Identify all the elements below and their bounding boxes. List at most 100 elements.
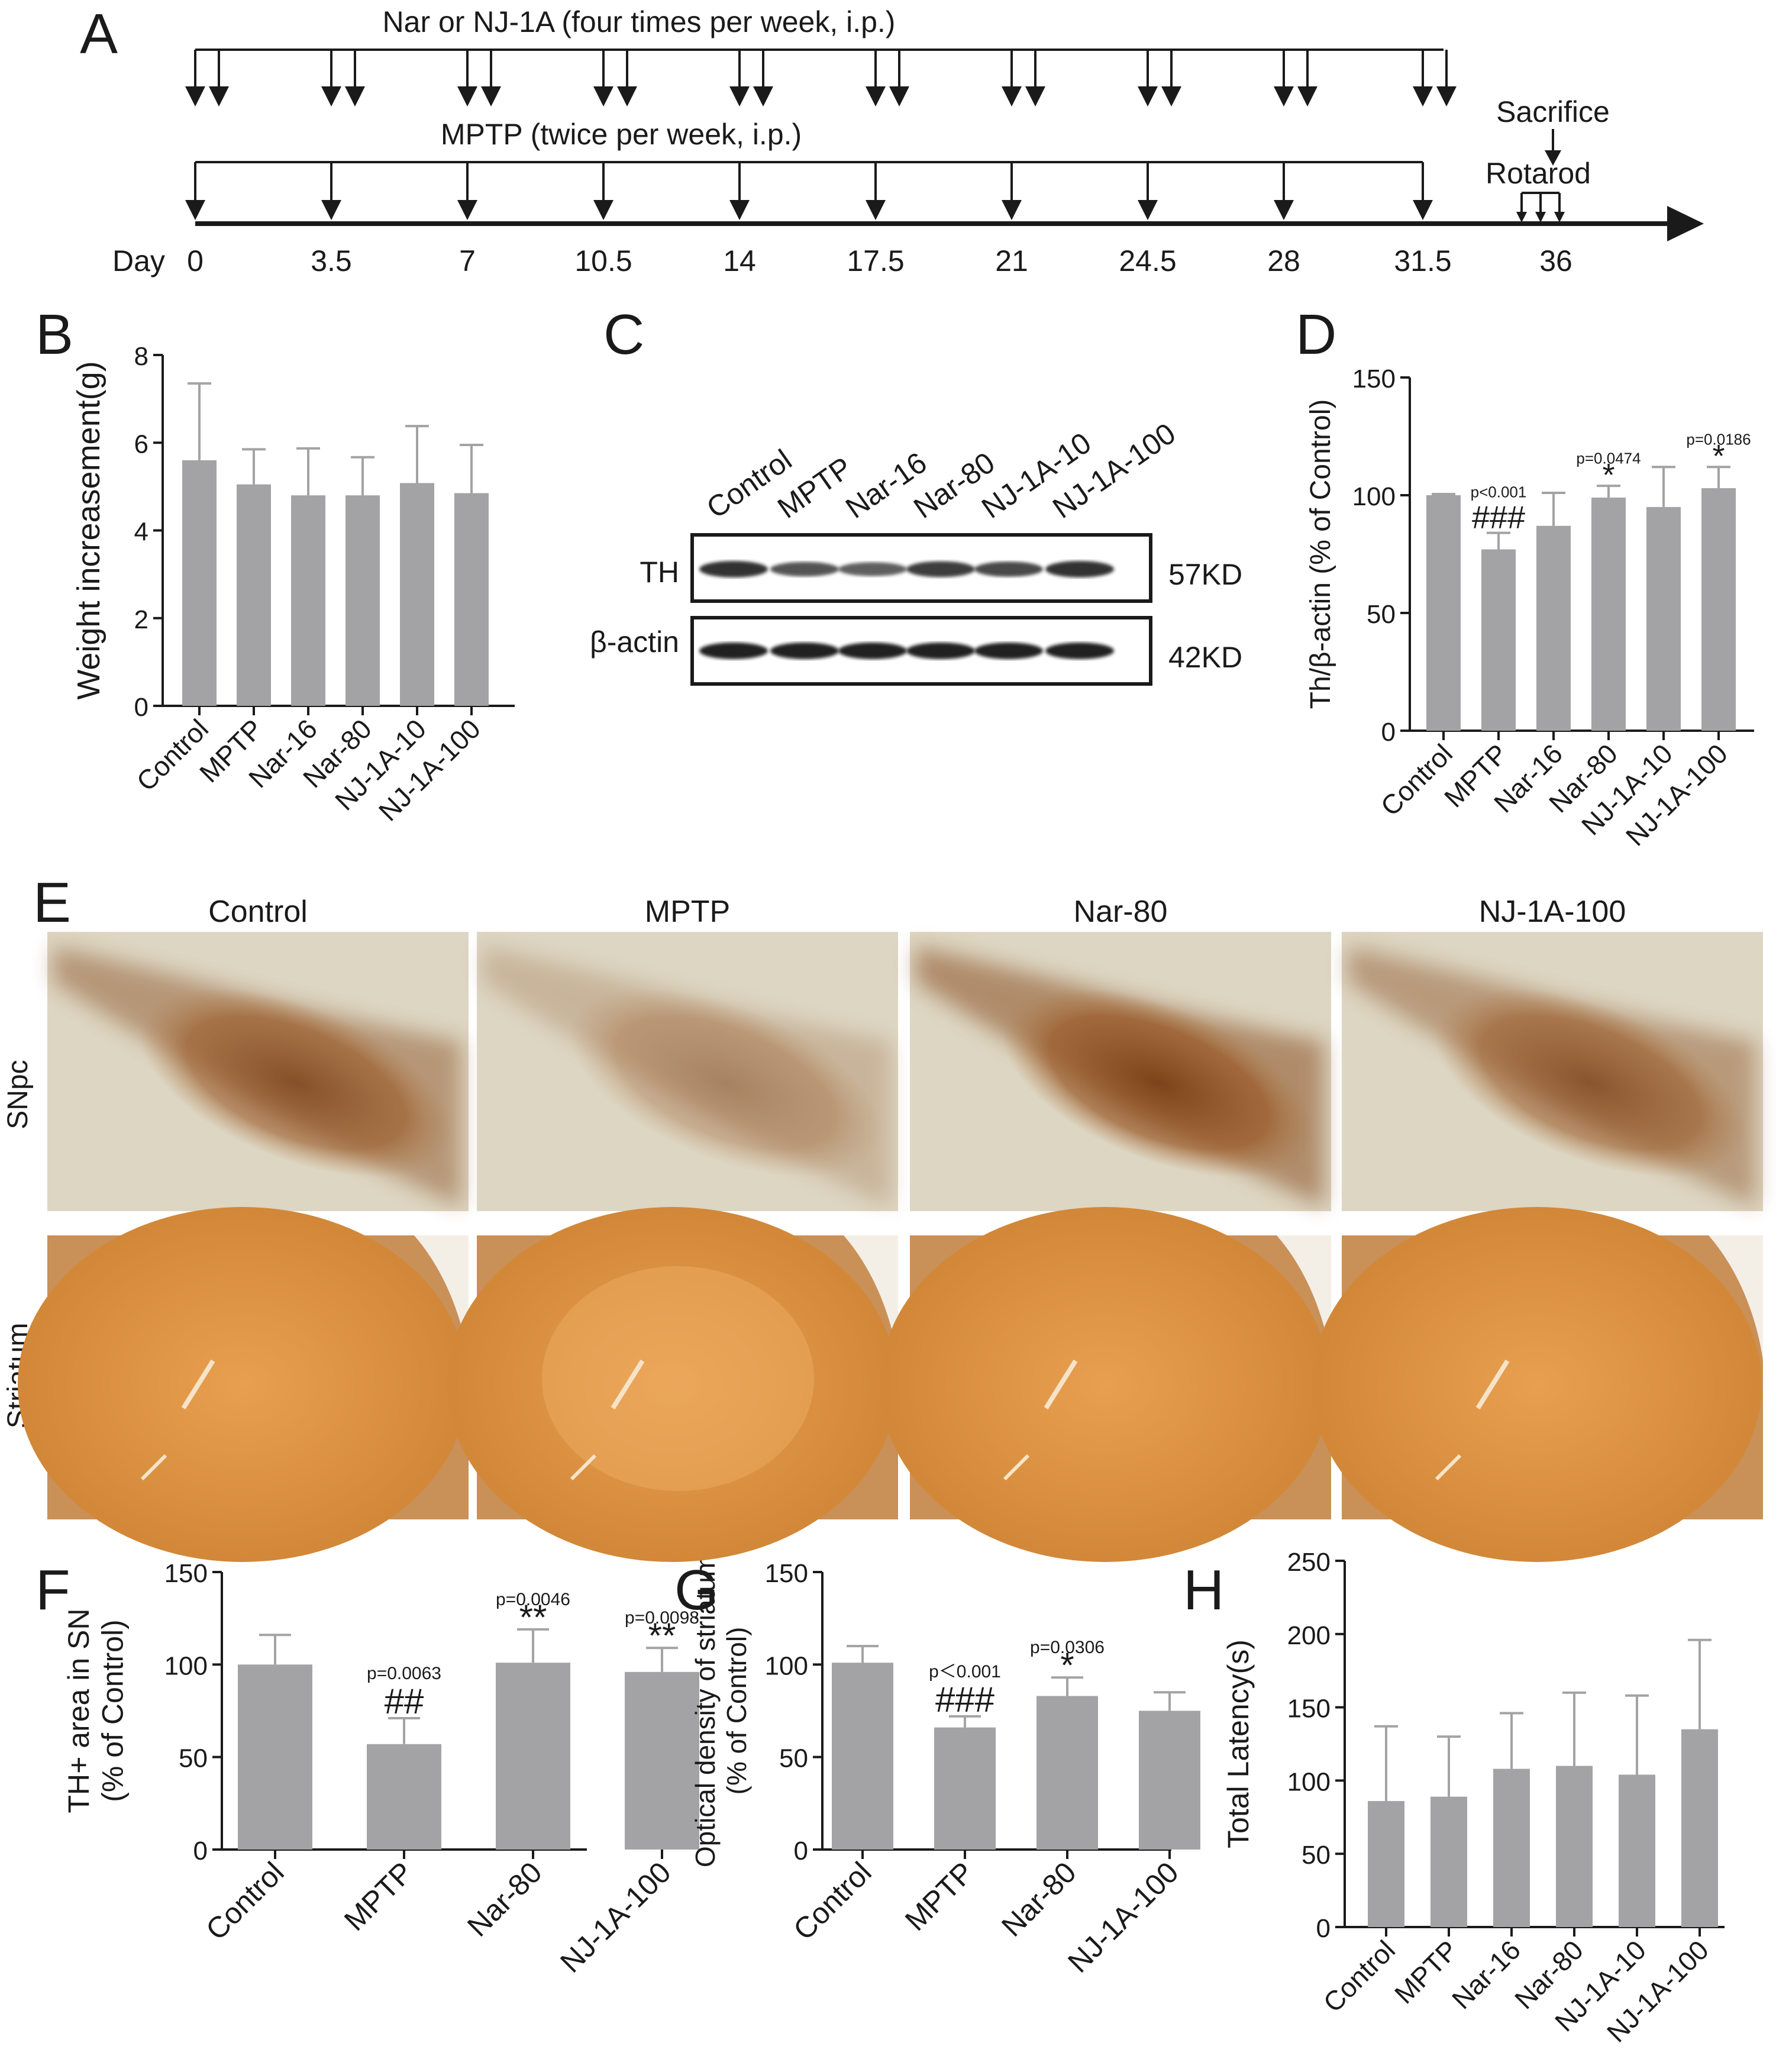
significance-mark: * xyxy=(1712,438,1725,474)
histology-column-headers: Control MPTP Nar-80 NJ-1A-100 xyxy=(208,895,1626,929)
day-prefix: Day xyxy=(112,244,165,277)
bar-nar-80 xyxy=(1556,1766,1593,1927)
timeline-mid-label: MPTP (twice per week, i.p.) xyxy=(441,118,802,151)
mid-arrow-3-head xyxy=(593,200,613,220)
y-tick-label: 50 xyxy=(179,1744,208,1773)
actin-bands xyxy=(699,643,1114,659)
striatum-image-nj-1a-100 xyxy=(1312,1207,1763,1562)
bar-mptp xyxy=(1431,1796,1467,1927)
bar-nj-1a-100 xyxy=(454,493,489,706)
fiber-bundle xyxy=(1003,1454,1030,1481)
significance-mark: * xyxy=(1602,457,1614,493)
panel-label-g: G xyxy=(674,1558,719,1622)
histology-header-nj-1a-100: NJ-1A-100 xyxy=(1479,895,1626,929)
bar-control xyxy=(832,1663,893,1850)
y-tick-label: 100 xyxy=(765,1651,808,1680)
day-label-2: 7 xyxy=(459,244,476,277)
chart-d-th-actin: 0 50 100 150 Th/β-actin (% of Control) Contro… xyxy=(1305,364,1754,852)
y-tick-label: 100 xyxy=(1287,1767,1331,1796)
snpc-image-mptp xyxy=(477,932,898,1211)
snpc-stain-core xyxy=(569,988,882,1177)
mid-arrow-2-head xyxy=(457,200,477,220)
bar-control xyxy=(1368,1801,1404,1927)
th-band-name: TH xyxy=(640,556,679,589)
y-tick-label: 150 xyxy=(1287,1695,1331,1724)
y-tick-label: 50 xyxy=(779,1744,808,1773)
y-axis-label-2: (% of Control) xyxy=(96,1619,130,1802)
day-label-9: 31.5 xyxy=(1394,244,1451,277)
y-tick-label: 0 xyxy=(193,1837,208,1866)
day-label-6: 21 xyxy=(995,244,1028,277)
y-axis-label: Optical density of striatum xyxy=(690,1554,721,1867)
fiber-bundle xyxy=(181,1359,215,1410)
bar-nar-80 xyxy=(1591,497,1626,731)
top-arrow-1b-head xyxy=(345,86,365,106)
y-axis-label: TH+ area in SN xyxy=(62,1609,95,1813)
mid-arrow-4-head xyxy=(729,200,750,220)
top-arrow-6a-head xyxy=(1002,86,1022,106)
y-axis-label: Total Latency(s) xyxy=(1222,1639,1255,1848)
mid-arrow-6-head xyxy=(1002,200,1022,220)
actin-band-1 xyxy=(770,643,839,659)
day-label-8: 28 xyxy=(1267,244,1300,277)
striatum-image-control xyxy=(18,1207,469,1562)
ventricle-space xyxy=(1709,1235,1763,1361)
th-band-4 xyxy=(974,561,1043,577)
striatum-pale-core xyxy=(542,1266,814,1491)
timeline-arrowhead xyxy=(1667,206,1704,241)
p-value-label: p=0.0186 xyxy=(1686,431,1751,448)
th-band-2 xyxy=(838,562,907,576)
bar-nar-80 xyxy=(345,495,380,706)
bar-nj-1a-100 xyxy=(1701,488,1736,731)
top-arrow-9a-head xyxy=(1413,86,1433,106)
significance-mark: ## xyxy=(385,1682,424,1721)
day-label-7: 24.5 xyxy=(1119,244,1176,277)
snpc-stain-core xyxy=(1433,988,1747,1177)
y-tick-label: 50 xyxy=(1367,600,1396,629)
bar-control xyxy=(182,460,217,706)
histology-header-nar-80: Nar-80 xyxy=(1074,895,1168,929)
x-tick-label: MPTP xyxy=(338,1855,419,1937)
p-value-label: p=0.0063 xyxy=(367,1664,441,1683)
p-value-label: p=0.0474 xyxy=(1576,449,1641,467)
day-label-1: 3.5 xyxy=(311,244,352,277)
x-tick-label: NJ-1A-100 xyxy=(1061,1855,1185,1979)
p-value-label: p=0.0046 xyxy=(496,1590,570,1609)
y-tick-label: 250 xyxy=(1287,1548,1331,1577)
bar-nj-1a-10 xyxy=(400,483,434,706)
top-arrow-6b-head xyxy=(1025,86,1045,106)
fiber-bundle xyxy=(1044,1359,1078,1410)
day-label-0: 0 xyxy=(187,244,204,277)
rotarod-arrow-2 xyxy=(1535,212,1546,222)
y-tick-label: 0 xyxy=(134,693,148,722)
snpc-stain-core xyxy=(1002,988,1315,1177)
panel-label-c: C xyxy=(603,303,644,366)
y-axis-label: Weight increasement(g) xyxy=(71,361,106,699)
sacrifice-arrowhead xyxy=(1545,150,1561,166)
x-tick-label: Control xyxy=(787,1855,878,1947)
p-value-label: p<0.001 xyxy=(1471,483,1527,501)
th-band-size: 57KD xyxy=(1168,558,1242,591)
y-tick-label: 150 xyxy=(1352,364,1396,393)
mid-arrows xyxy=(185,162,1433,220)
chart-g-optical-density: 0 50 100 150 Optical density of striatum (% o… xyxy=(690,1554,1200,1979)
significance-mark: ### xyxy=(935,1680,995,1719)
y-tick-label: 0 xyxy=(794,1837,808,1866)
bar-nar-80 xyxy=(1036,1696,1098,1850)
sacrifice-label: Sacrifice xyxy=(1496,95,1610,128)
bar-nar-16 xyxy=(291,495,325,706)
row-label-snpc: SNpc xyxy=(2,1060,34,1129)
histology-header-mptp: MPTP xyxy=(645,895,730,929)
actin-band-5 xyxy=(1045,643,1114,659)
y-tick-label: 0 xyxy=(1316,1914,1331,1943)
bar-nar-80 xyxy=(496,1663,570,1850)
th-band-5 xyxy=(1045,561,1114,577)
snpc-stain-core xyxy=(139,988,453,1177)
panel-label-f: F xyxy=(35,1558,70,1622)
snpc-image-control xyxy=(47,932,469,1211)
ventricle-space xyxy=(414,1235,469,1361)
